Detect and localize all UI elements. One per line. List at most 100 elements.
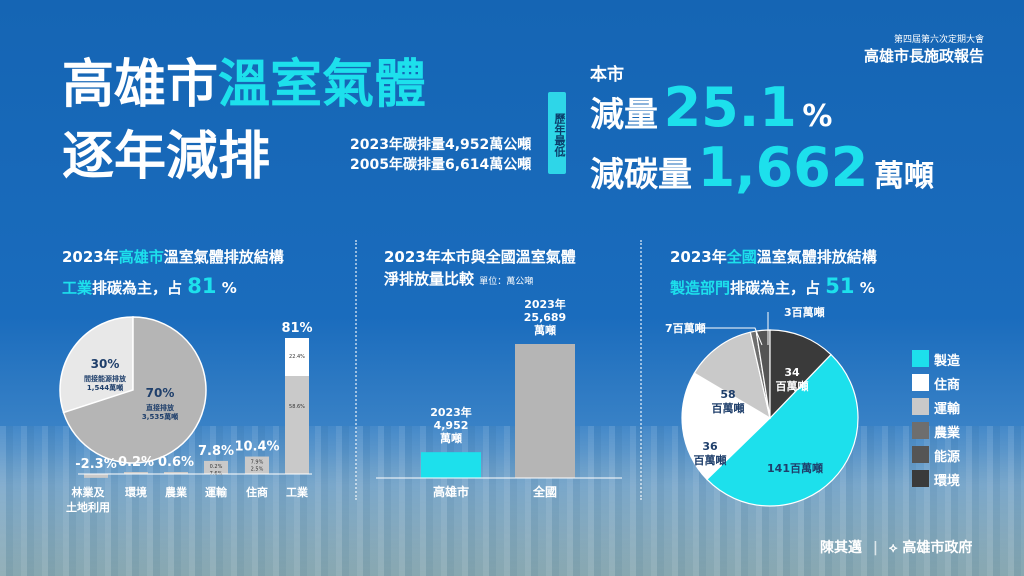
bar2-value-label-1-2: 4,952: [434, 419, 469, 432]
bar1-運輸: [204, 460, 228, 474]
bar1-breakdown-bottom-5: 2.5%: [251, 467, 264, 473]
bar1-breakdown-top-5: 7.9%: [251, 460, 264, 466]
panel1-subtitle: 工業排碳為主，占 81 %: [62, 274, 237, 298]
legend-label: 運輸: [934, 402, 961, 417]
bar1-industry-indirect-segment: [285, 338, 309, 376]
pie2-slice-製造: [706, 353, 859, 507]
panel2-title-text: 淨排放量比較: [384, 270, 475, 288]
carbon-unit: 萬噸: [873, 159, 934, 194]
legend-swatch: [912, 446, 929, 463]
reduction-unit: %: [802, 99, 833, 134]
org-report-title: 高雄市長施政報告: [863, 47, 984, 65]
bar2-value-label-2-1: 2023年: [524, 297, 566, 311]
panel1-sub-text: 排碳為主，占: [92, 279, 183, 297]
bar2-value-label-1-1: 2023年: [430, 405, 472, 419]
pie2-label-transport-2: 百萬噸: [694, 453, 727, 467]
bar1-category-label-1-1: 林業及: [72, 485, 106, 499]
footer-mayor: 陳其邁: [820, 540, 862, 556]
pie2-label-transport-1: 36: [702, 440, 718, 453]
bar1-category-label-1-2: 土地利用: [66, 500, 110, 514]
page-title: 高雄市溫室氣體: [62, 54, 426, 116]
panel1-title-year: 2023年: [62, 248, 119, 266]
bar1-農業: [164, 472, 188, 474]
panel3-subtitle: 製造部門排碳為主，占 51 %: [670, 274, 875, 298]
panel1-title-rest: 溫室氣體排放結構: [163, 248, 284, 266]
pie1-label-2-name: 直接排放: [146, 403, 175, 412]
panel3-sub-value: 51: [825, 274, 855, 298]
pie2-label-energy: 7百萬噸: [665, 321, 706, 335]
pie2-label-agriculture: 3百萬噸: [784, 305, 825, 319]
bar1-category-label-4-1: 運輸: [205, 485, 228, 499]
bar1-category-label-2-1: 環境: [125, 485, 147, 499]
bar2-category-label-1: 高雄市: [433, 484, 469, 499]
pie2-label-residential-1: 58: [720, 388, 735, 401]
lowest-badge: 歷年最低: [548, 92, 566, 174]
pie1-slice-2: [62, 316, 207, 464]
footer-logo-icon: ⟡: [888, 541, 898, 556]
bar1-value-label-6: 81%: [281, 321, 312, 336]
bar1-category-label-5-1: 住商: [246, 485, 268, 499]
legend-label: 製造: [934, 354, 961, 369]
divider-1: [355, 240, 357, 500]
legend-label: 能源: [934, 450, 961, 465]
bar1-breakdown-top-6: 22.4%: [289, 354, 305, 360]
legend-swatch: [912, 470, 929, 487]
legend-label: 農業: [934, 426, 961, 441]
footer-separator: |: [872, 540, 878, 556]
pie1-label-2-pct: 70%: [146, 386, 175, 400]
panel1-title: 2023年高雄市溫室氣體排放結構: [62, 246, 284, 267]
bar1-value-label-1: -2.3%: [75, 457, 116, 472]
bar1-value-label-3: 0.6%: [158, 455, 194, 470]
bar1-環境: [124, 472, 148, 474]
bar1-category-label-6-1: 工業: [286, 485, 309, 499]
legend-label: 環境: [934, 474, 961, 489]
page-title-line2: 逐年減排: [62, 127, 271, 187]
pie2-slice-環境: [769, 329, 832, 420]
panel2-title-line1: 2023年本市與全國溫室氣體: [384, 248, 576, 266]
bar1-breakdown-top-4: 0.2%: [210, 464, 223, 470]
reduction-stat: 減量 25.1 %: [590, 76, 832, 139]
bar1-category-label-3-1: 農業: [165, 485, 188, 499]
pie2-slice-住商: [681, 372, 771, 481]
panel1-sub-value: 81: [187, 274, 217, 298]
legend-swatch: [912, 374, 929, 391]
panel2-title-line2: 淨排放量比較 單位：萬公噸: [384, 268, 533, 289]
bar2-高雄市: [421, 452, 481, 478]
carbon-stat: 減碳量 1,662 萬噸: [590, 136, 934, 199]
pie2-label-environment-1: 34: [784, 366, 800, 379]
bar1-林業及土地利用: [84, 474, 108, 478]
pie2-slice-運輸: [693, 331, 771, 420]
city-label: 本市: [590, 65, 624, 85]
panel1-sub-sector: 工業: [62, 279, 93, 297]
bar1-value-label-5: 10.4%: [234, 440, 279, 455]
org-session-label: 第四屆第六次定期大會: [893, 35, 984, 45]
bar1-breakdown-bottom-6: 58.6%: [289, 404, 305, 410]
carbon-value: 1,662: [697, 136, 869, 199]
legend-swatch: [912, 398, 929, 415]
pie2-label-environment-2: 百萬噸: [776, 379, 809, 393]
bar2-value-label-1-3: 萬噸: [440, 431, 462, 445]
pie1-label-2-value: 3,535萬噸: [142, 412, 178, 421]
stat-2005: 2005年碳排量6,614萬公噸: [350, 157, 532, 173]
bar2-全國: [515, 344, 575, 478]
footer: 陳其邁 | ⟡ 高雄市政府: [820, 537, 972, 557]
panel3-sub-unit: %: [859, 279, 875, 297]
reduction-label: 減量: [590, 95, 658, 135]
stat-2023: 2023年碳排量4,952萬公噸: [350, 137, 532, 153]
panel1-sub-unit: %: [221, 279, 237, 297]
title-highlight: 溫室氣體: [218, 55, 427, 115]
bar2-category-label-2: 全國: [532, 484, 557, 499]
bar2-value-label-2-2: 25,689: [524, 311, 566, 324]
pie1-slice-1: [59, 316, 134, 414]
reduction-value: 25.1: [663, 76, 797, 139]
legend-swatch: [912, 350, 929, 367]
bar1-value-label-4: 7.8%: [198, 444, 234, 459]
pie2-leader-energy: [705, 327, 763, 346]
pie2-label-manufacturing-1: 141百萬噸: [767, 461, 823, 475]
panel3-title-rest: 溫室氣體排放結構: [756, 248, 877, 266]
pie1-label-1-pct: 30%: [91, 357, 120, 371]
pie1-label-1-value: 1,544萬噸: [87, 383, 123, 392]
carbon-label: 減碳量: [590, 155, 692, 195]
pie1-label-1-name: 間接能源排放: [84, 374, 127, 383]
